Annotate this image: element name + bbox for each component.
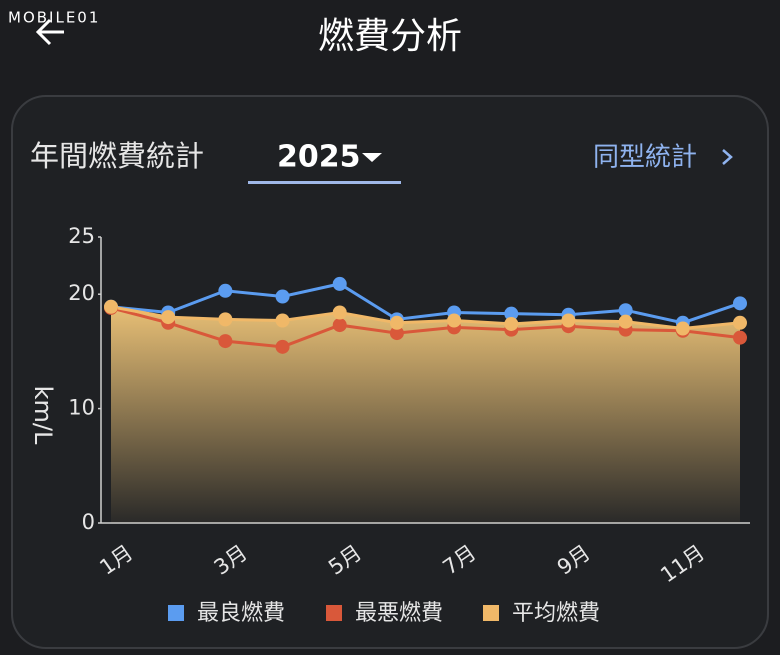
point	[332, 318, 347, 333]
point	[332, 276, 347, 291]
y-tick-label: 0	[82, 510, 95, 534]
point	[561, 313, 576, 328]
legend-label: 最良燃費	[197, 601, 285, 626]
point	[275, 339, 290, 354]
point	[218, 334, 233, 349]
back-arrow	[35, 18, 64, 46]
y-axis-label: km/L	[29, 386, 57, 445]
point	[104, 299, 118, 314]
point	[389, 315, 404, 330]
series-line	[110, 306, 741, 349]
point	[618, 314, 633, 329]
point	[504, 316, 519, 331]
point	[618, 303, 633, 318]
dropdown-underline	[248, 181, 401, 184]
year-value: 2025	[277, 140, 361, 175]
watermark: MOBILE01	[8, 9, 100, 27]
point	[218, 312, 233, 327]
point	[275, 313, 290, 328]
point	[675, 321, 690, 336]
chevron	[722, 149, 733, 165]
card-heading: 年間燃費統計	[30, 139, 204, 173]
area	[111, 306, 740, 523]
y-tick-label: 20	[68, 281, 95, 305]
compare-link-text: 同型統計	[593, 143, 697, 173]
point	[218, 283, 233, 298]
compare-link[interactable]: 同型統計	[593, 143, 733, 173]
page-title: 燃費分析	[318, 16, 462, 57]
point	[389, 326, 404, 341]
point	[161, 310, 176, 325]
point	[504, 306, 519, 321]
legend-swatch	[326, 605, 342, 621]
point	[332, 305, 347, 320]
legend-label: 平均燃費	[512, 601, 600, 626]
legend-label: 最悪燃費	[355, 601, 443, 626]
legend-swatch	[168, 605, 184, 621]
point	[733, 315, 747, 330]
legend-swatch	[483, 605, 499, 621]
year-dropdown[interactable]: 2025	[248, 140, 401, 185]
point	[447, 313, 462, 328]
y-tick-label: 10	[68, 396, 95, 420]
y-tick-label: 25	[68, 224, 95, 248]
point	[275, 289, 290, 304]
point	[733, 296, 747, 311]
series-line	[110, 305, 741, 331]
point	[733, 330, 747, 345]
series-line	[110, 282, 741, 325]
dropdown-caret	[362, 153, 382, 162]
back-button[interactable]	[35, 18, 64, 46]
